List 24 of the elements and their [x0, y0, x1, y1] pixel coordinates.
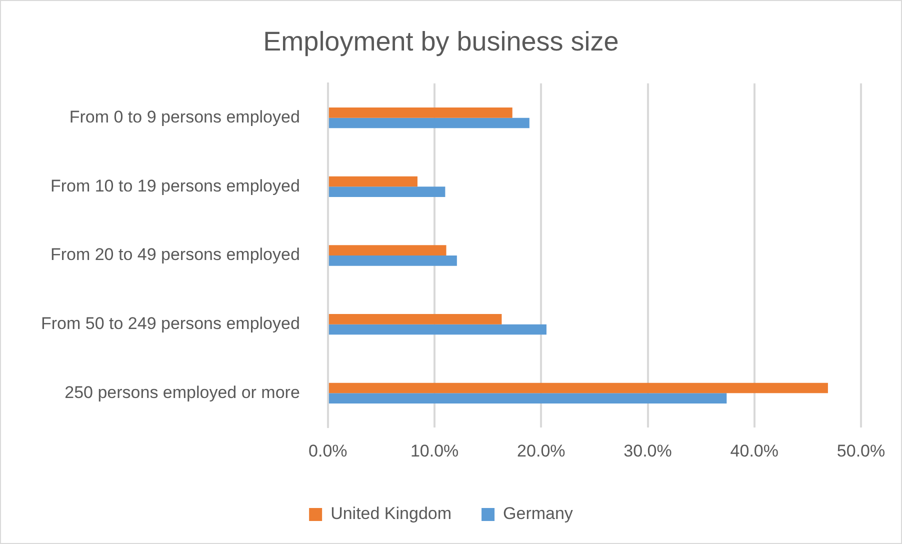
bar: [328, 186, 446, 197]
x-tick-label: 0.0%: [308, 441, 348, 460]
x-tick-label: 50.0%: [836, 441, 886, 460]
x-tick-label: 20.0%: [517, 441, 566, 460]
x-tick-label: 40.0%: [730, 441, 778, 460]
y-tick-label: From 10 to 19 persons employed: [50, 176, 300, 196]
bar: [328, 118, 530, 128]
bar: [328, 176, 418, 187]
y-tick-label: From 20 to 49 persons employed: [50, 245, 300, 264]
bar: [328, 393, 727, 404]
x-tick-label: 30.0%: [624, 441, 672, 460]
y-tick-label: From 50 to 249 persons employed: [40, 314, 300, 334]
legend-label: Germany: [503, 504, 574, 524]
legend-label: United Kingdom: [330, 504, 452, 524]
x-tick-label: 10.0%: [410, 441, 459, 460]
bar: [328, 107, 512, 118]
y-tick-label: 250 persons employed or more: [64, 382, 300, 402]
bar: [328, 382, 828, 394]
chart-title: Employment by business size: [263, 26, 619, 57]
bar: [328, 256, 457, 266]
bar: [328, 324, 546, 335]
y-tick-label: From 0 to 9 persons employed: [69, 108, 300, 127]
bar: [328, 245, 446, 256]
bar: [328, 314, 502, 324]
